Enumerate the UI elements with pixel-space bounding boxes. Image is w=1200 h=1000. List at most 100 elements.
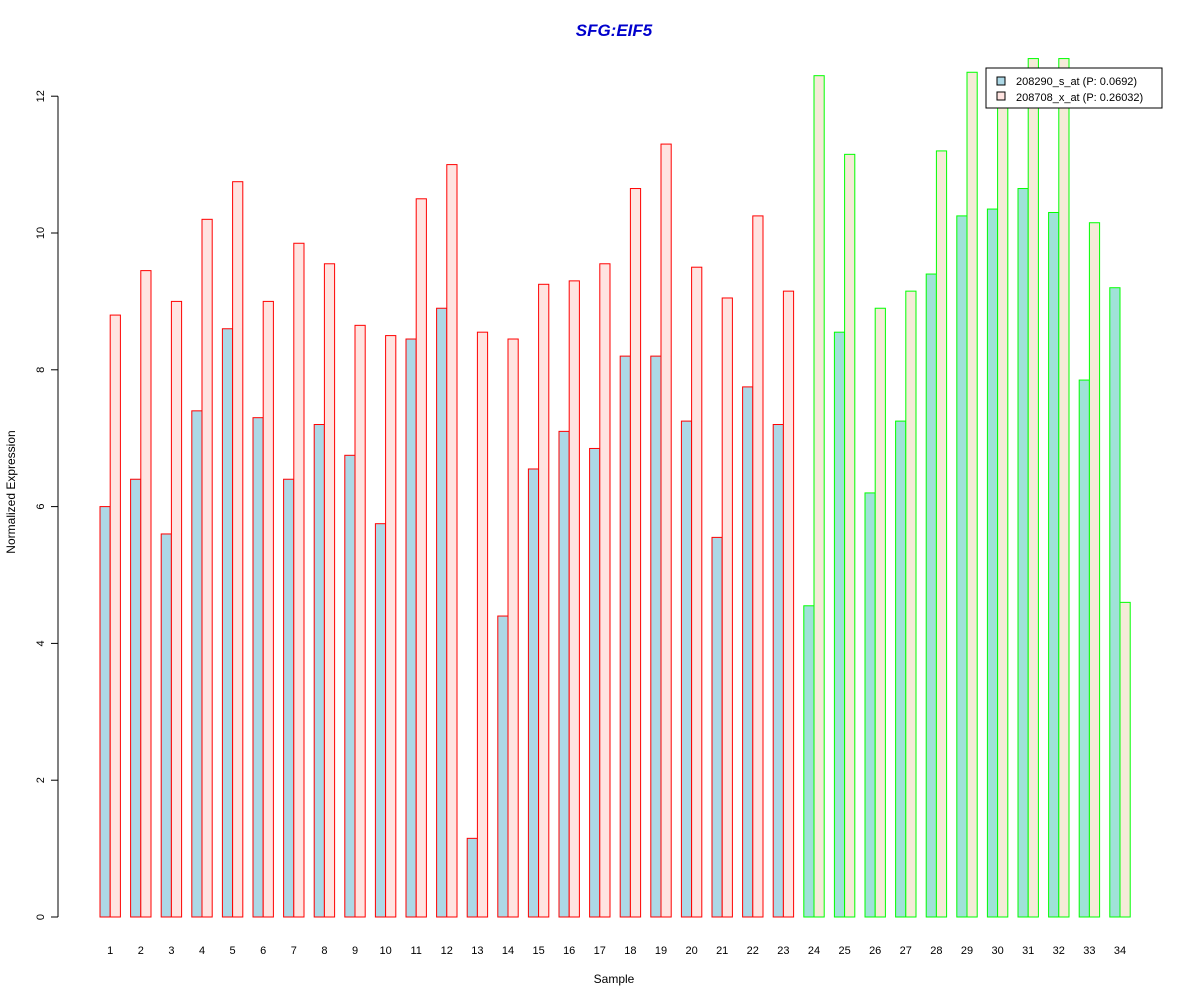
- x-tick-label: 31: [1022, 945, 1034, 957]
- legend-swatch-series-1: [996, 76, 1006, 86]
- bar-series-2-sample-24: [813, 75, 825, 918]
- y-axis: 0 2 4 6 8 10 12: [35, 90, 59, 920]
- bar-series-1-sample-6: [252, 417, 264, 918]
- x-tick-label: 12: [441, 945, 453, 957]
- bar-series-2-sample-33: [1088, 222, 1101, 918]
- x-tick-label: 23: [777, 945, 789, 957]
- x-tick-label: 4: [199, 945, 205, 957]
- bar-series-2-sample-9: [354, 324, 366, 918]
- bar-series-1-sample-19: [650, 355, 662, 918]
- chart-title: SFG:EIF5: [576, 21, 653, 40]
- bar-series-1-sample-34: [1109, 287, 1121, 918]
- bar-series-2-sample-23: [782, 290, 795, 918]
- x-tick-label: 1: [107, 945, 113, 957]
- x-tick-label: 3: [168, 945, 174, 957]
- x-tick-label: 29: [961, 945, 973, 957]
- legend-swatch-series-2: [996, 91, 1006, 101]
- bar-series-2-sample-30: [997, 95, 1009, 918]
- x-tick-label: 10: [379, 945, 391, 957]
- bar-series-2-sample-22: [752, 215, 764, 918]
- bar-series-2-sample-15: [538, 283, 550, 918]
- bar-series-1-sample-27: [895, 420, 907, 918]
- bar-series-2-sample-27: [905, 290, 917, 918]
- bar-series-1-sample-28: [925, 273, 937, 918]
- bar-series-1-sample-15: [527, 468, 540, 918]
- bar-series-1-sample-7: [283, 478, 295, 918]
- bar-series-1-sample-10: [374, 523, 387, 918]
- y-tick-label: 8: [35, 367, 47, 373]
- bar-series-1-sample-32: [1048, 211, 1060, 918]
- x-tick-label: 34: [1114, 945, 1126, 957]
- x-tick-label: 7: [291, 945, 297, 957]
- bar-series-1-sample-23: [772, 424, 784, 918]
- y-tick-label: 6: [35, 504, 47, 510]
- bar-series-2-sample-25: [844, 153, 856, 918]
- bar-series-2-sample-18: [629, 188, 642, 918]
- bar-series-1-sample-21: [711, 536, 723, 918]
- bar-series-2-sample-31: [1027, 58, 1039, 918]
- legend-box: [985, 67, 1163, 109]
- bar-series-2-sample-2: [140, 270, 152, 918]
- x-tick-label: 27: [900, 945, 912, 957]
- bar-series-1-sample-2: [130, 478, 142, 918]
- bar-series-2-sample-4: [201, 218, 213, 918]
- bar-series-2-sample-32: [1058, 58, 1070, 918]
- bar-series-1-sample-16: [558, 430, 570, 918]
- bar-series-1-sample-12: [436, 307, 448, 918]
- bar-series-1-sample-17: [589, 447, 601, 918]
- bar-series-2-sample-26: [874, 307, 886, 918]
- bar-series-2-sample-6: [262, 300, 274, 918]
- x-tick-label: 11: [410, 945, 421, 957]
- bar-series-1-sample-13: [466, 837, 478, 918]
- legend-label-series-1: 208290_s_at (P: 0.0692): [1016, 76, 1137, 88]
- bar-series-1-sample-20: [680, 420, 693, 918]
- x-tick-label: 13: [471, 945, 483, 957]
- bar-series-1-sample-14: [497, 615, 509, 918]
- x-tick-label: 20: [685, 945, 697, 957]
- bar-series-2-sample-3: [170, 300, 183, 918]
- bar-series-2-sample-28: [935, 150, 948, 918]
- bar-series-1-sample-24: [803, 605, 815, 918]
- bar-series-2-sample-14: [507, 338, 519, 918]
- bar-series-2-sample-34: [1119, 601, 1131, 918]
- x-tick-label: 25: [838, 945, 850, 957]
- bar-series-2-sample-11: [415, 198, 427, 918]
- y-tick-label: 2: [35, 777, 47, 783]
- x-tick-label: 22: [747, 945, 759, 957]
- bar-series-2-sample-12: [446, 164, 458, 918]
- bar-series-2-sample-20: [691, 266, 703, 918]
- bar-series-1-sample-31: [1017, 188, 1029, 918]
- bar-series-2-sample-21: [721, 297, 733, 918]
- x-tick-label: 15: [532, 945, 544, 957]
- legend: 208290_s_at (P: 0.0692) 208708_x_at (P: …: [985, 67, 1163, 109]
- x-tick-label: 21: [716, 945, 728, 957]
- x-tick-label: 30: [991, 945, 1003, 957]
- x-tick-label: 19: [655, 945, 667, 957]
- bar-series-1-sample-1: [99, 506, 111, 918]
- bar-series-1-sample-9: [344, 454, 356, 918]
- bar-series-1-sample-30: [986, 208, 999, 918]
- bar-series-1-sample-29: [956, 215, 968, 918]
- bar-series-2-sample-8: [323, 263, 336, 918]
- bar-series-2-sample-16: [568, 280, 580, 918]
- x-tick-label: 16: [563, 945, 575, 957]
- bar-series-2-sample-1: [109, 314, 121, 918]
- bar-series-1-sample-5: [221, 328, 234, 918]
- y-axis-label: Normalized Expression: [4, 430, 18, 553]
- bar-series-1-sample-3: [160, 533, 172, 918]
- bar-series-1-sample-26: [864, 492, 876, 918]
- y-tick-label: 10: [35, 227, 47, 239]
- bar-series-2-sample-29: [966, 71, 978, 918]
- bar-series-2-sample-10: [385, 335, 397, 918]
- x-tick-label: 24: [808, 945, 820, 957]
- x-tick-label: 6: [260, 945, 266, 957]
- x-tick-label: 8: [321, 945, 327, 957]
- bar-series-1-sample-4: [191, 410, 203, 918]
- bar-series-1-sample-11: [405, 338, 417, 918]
- x-tick-label: 28: [930, 945, 942, 957]
- bar-series-1-sample-22: [742, 386, 754, 918]
- bar-series-2-sample-13: [476, 331, 489, 918]
- x-tick-label: 32: [1053, 945, 1065, 957]
